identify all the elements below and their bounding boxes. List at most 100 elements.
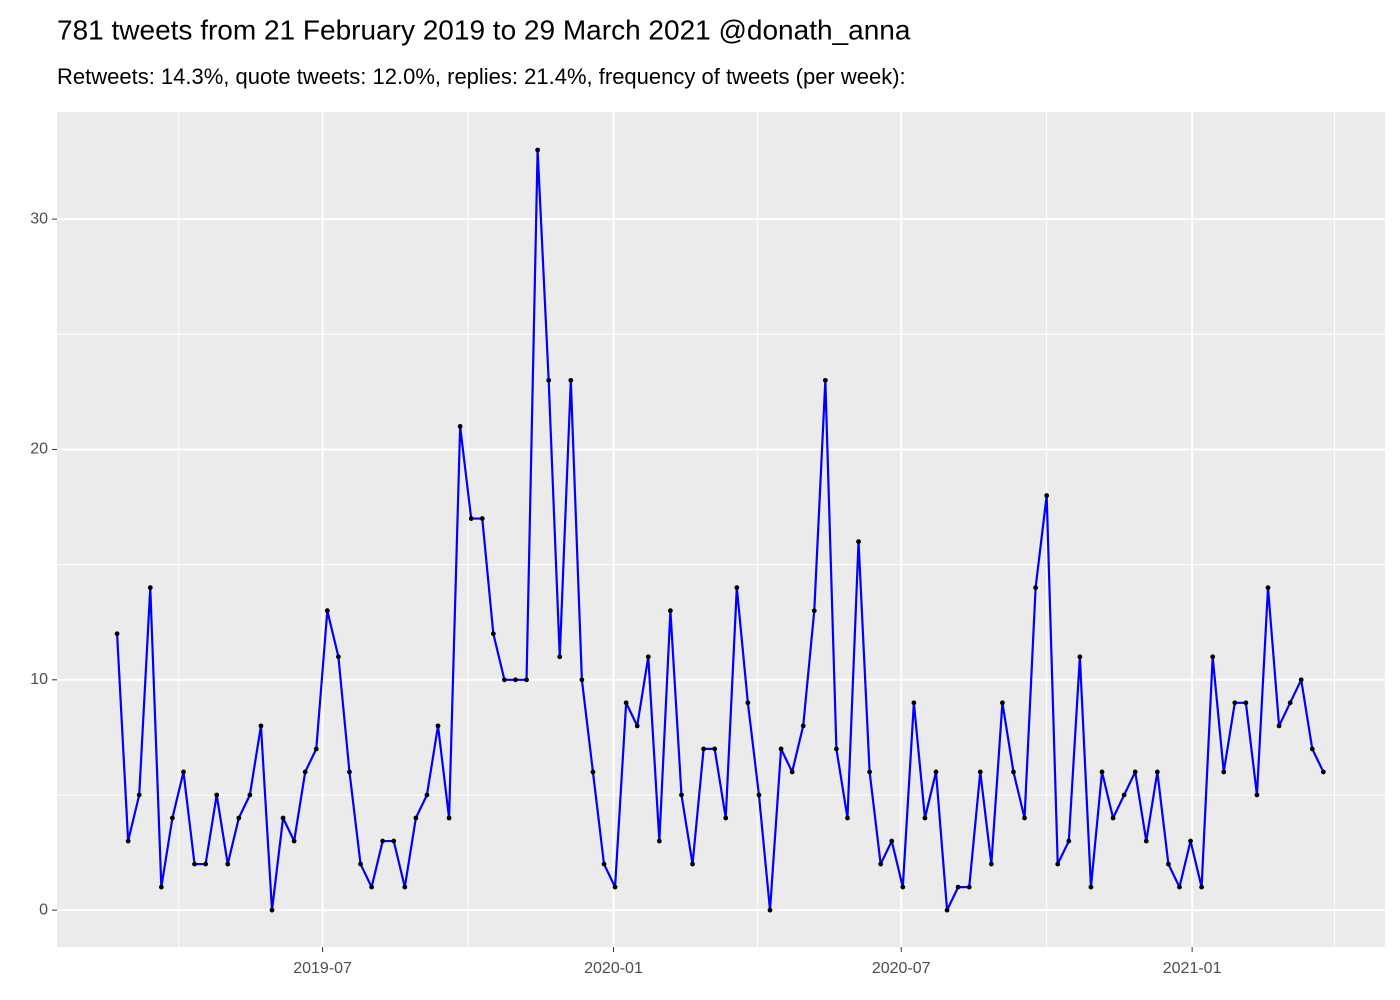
data-point [734,585,740,591]
x-tick-label: 2020-01 [584,960,643,977]
data-point [988,861,994,867]
data-point [789,769,795,775]
data-point [402,884,408,890]
y-tick-label: 20 [30,441,48,458]
data-point [668,608,673,614]
data-point [1265,585,1271,591]
data-point [900,884,906,890]
series-line [115,148,1325,912]
data-point [535,147,541,153]
data-point [1110,815,1116,821]
data-point [878,861,884,867]
data-point [291,838,297,844]
data-point [1099,769,1105,775]
data-point [1044,493,1050,498]
data-point [1210,654,1216,660]
data-point [181,769,186,775]
data-point [546,377,552,383]
data-point [1232,700,1238,706]
data-point [568,377,574,383]
data-point [977,769,983,775]
data-point [701,746,707,752]
data-point [1221,769,1227,775]
data-point [524,677,529,683]
data-point [745,700,751,706]
data-point [1320,769,1326,775]
data-point [435,723,441,729]
data-point [767,907,773,913]
data-point [1298,677,1304,683]
data-point [645,654,651,660]
data-point [490,631,496,637]
data-point [1154,769,1160,775]
data-point [280,815,286,821]
data-point [446,815,452,821]
data-point [502,677,507,683]
data-point [1121,792,1127,798]
data-point [679,792,684,798]
data-point [966,884,972,890]
data-point [236,815,242,821]
data-point [933,769,939,775]
data-point [457,424,463,429]
data-point [1177,884,1182,890]
y-tick-label: 30 [30,210,48,227]
data-point [778,746,784,752]
data-point [114,631,120,637]
data-point [800,723,806,729]
y-tick-label: 0 [39,901,48,918]
data-point [1166,861,1171,867]
data-point [1276,723,1282,729]
data-point [723,815,729,821]
data-point [1188,838,1193,844]
data-point [225,861,231,867]
data-point [922,815,928,821]
data-point [1000,700,1005,706]
data-point [1132,769,1138,775]
chart-subtitle: Retweets: 14.3%, quote tweets: 12.0%, re… [57,64,906,89]
data-point [468,516,474,521]
data-point [424,792,430,798]
data-point [380,838,386,844]
data-point [1143,838,1149,844]
data-point [623,700,629,706]
data-point [324,608,330,614]
data-point [1066,838,1072,844]
data-point [1077,654,1083,660]
data-point [756,792,762,798]
data-point [125,838,131,844]
data-point [336,654,341,660]
data-point [1088,884,1094,890]
data-point [247,792,253,798]
data-point [590,769,596,775]
data-point [1309,746,1315,752]
data-point [656,838,662,844]
data-point [1055,861,1061,867]
y-tick-label: 10 [30,671,48,688]
data-point [834,746,839,752]
data-point [1022,815,1027,821]
data-point [258,723,264,729]
data-point [391,838,397,844]
data-point [479,516,485,521]
data-point [302,769,308,775]
data-point [1287,700,1293,706]
data-point [1011,769,1016,775]
data-point [867,769,873,775]
data-point [601,861,607,867]
data-point [612,884,618,890]
data-point [1033,585,1039,591]
data-point [147,585,153,591]
data-point [911,700,917,706]
data-point [214,792,220,798]
data-point [369,884,375,890]
data-point [955,884,961,890]
data-point [313,746,319,752]
panel [57,112,1385,947]
data-point [944,907,950,913]
data-point [634,723,640,729]
chart-title: 781 tweets from 21 February 2019 to 29 M… [57,14,911,45]
data-point [170,815,175,821]
data-point [1199,884,1205,890]
